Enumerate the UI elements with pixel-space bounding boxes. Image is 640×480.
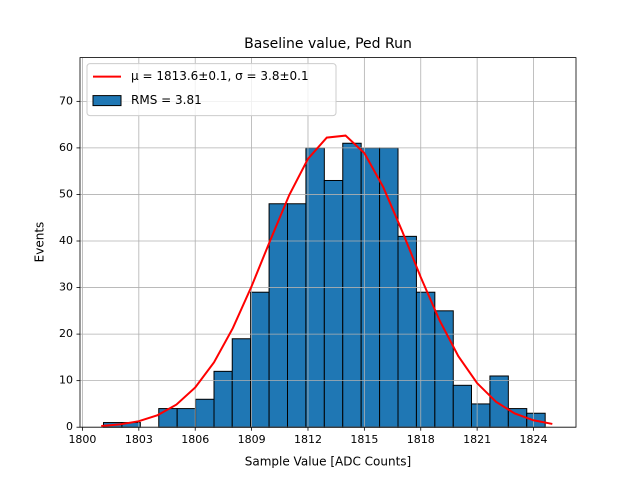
bar (176, 408, 197, 428)
y-tick-label: 40 (59, 234, 73, 247)
y-tick-label: 70 (59, 94, 73, 107)
x-tick-label: 1824 (520, 433, 548, 446)
x-tick-label: 1821 (463, 433, 491, 446)
bar (158, 408, 178, 428)
y-tick-label: 50 (59, 187, 73, 200)
bar (452, 384, 472, 428)
y-axis-label: Events (33, 222, 47, 263)
legend-label: RMS = 3.81 (131, 93, 202, 107)
x-tick-label: 1818 (407, 433, 435, 446)
y-tick-label: 60 (59, 141, 73, 154)
x-tick-label: 1809 (238, 433, 266, 446)
bar (397, 235, 417, 428)
y-tick-label: 20 (59, 327, 73, 340)
y-tick-label: 10 (59, 374, 73, 387)
bar (415, 291, 436, 428)
x-tick-label: 1800 (68, 433, 96, 446)
legend-box (86, 63, 337, 117)
bar (195, 398, 215, 428)
y-tick-label: 30 (59, 281, 73, 294)
bar (323, 179, 344, 428)
axes-frame (79, 57, 577, 428)
bar (231, 338, 252, 428)
x-axis-label: Sample Value [ADC Counts] (245, 455, 411, 469)
x-tick-label: 1812 (294, 433, 322, 446)
fit-line (101, 134, 553, 427)
bar (489, 375, 509, 428)
bar (286, 203, 307, 428)
x-tick-label: 1806 (181, 433, 209, 446)
bar (470, 403, 491, 428)
bar (250, 291, 270, 428)
legend-patch (92, 95, 122, 107)
x-tick-label: 1815 (350, 433, 378, 446)
legend-label: μ = 1813.6±0.1, σ = 3.8±0.1 (131, 69, 309, 83)
x-tick-label: 1803 (125, 433, 153, 446)
bar (342, 142, 362, 428)
chart-title: Baseline value, Ped Run (244, 36, 412, 52)
y-tick-label: 0 (66, 420, 73, 433)
bar (213, 370, 233, 428)
